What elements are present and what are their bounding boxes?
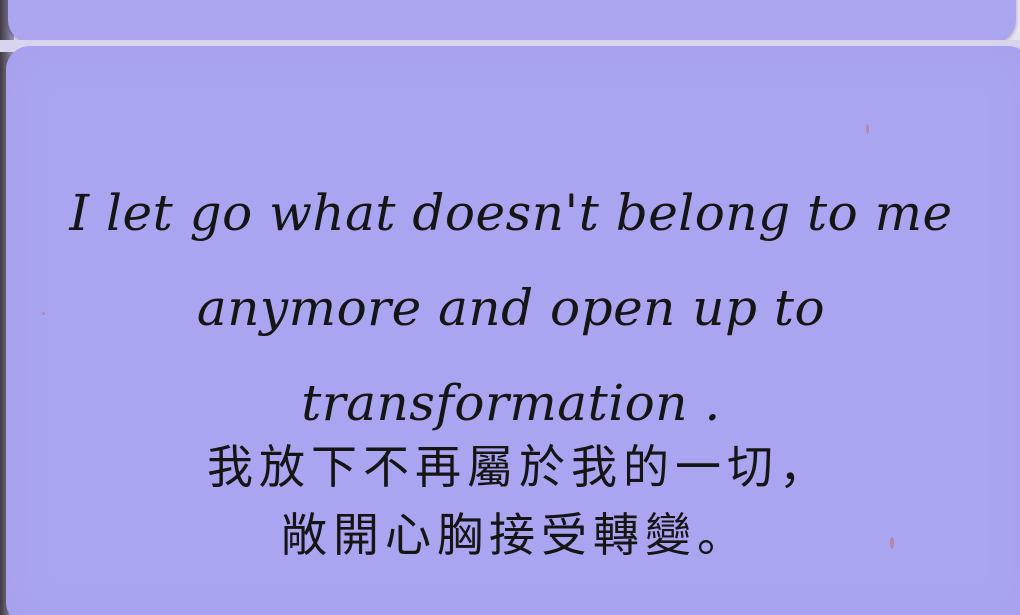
affirmation-chinese-line-1: 我放下不再屬於我的一切，: [207, 440, 831, 494]
card-speck: [42, 312, 45, 315]
card-speck: [890, 537, 894, 549]
affirmation-english-text: I let go what doesn't belong to me anymo…: [69, 184, 953, 432]
back-card-edge: [8, 0, 1016, 42]
card-speck: [866, 124, 869, 134]
affirmation-chinese-line-2: 敞開心胸接受轉變。: [281, 508, 749, 562]
affirmation-card: I let go what doesn't belong to me anymo…: [6, 46, 1020, 615]
